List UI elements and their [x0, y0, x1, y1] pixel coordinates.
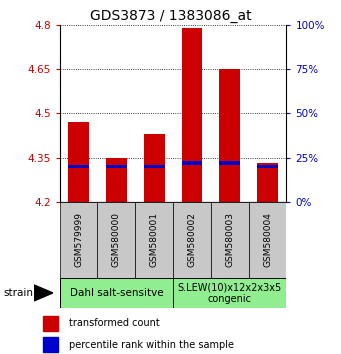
Text: S.LEW(10)x12x2x3x5
congenic: S.LEW(10)x12x2x3x5 congenic [178, 282, 282, 304]
Bar [211, 202, 249, 278]
Polygon shape [34, 285, 53, 301]
Bar [106, 158, 127, 202]
Text: transformed count: transformed count [69, 318, 160, 329]
Bar [43, 337, 58, 352]
Bar [257, 164, 278, 202]
Bar [249, 202, 286, 278]
Text: GSM580000: GSM580000 [112, 212, 121, 267]
Bar [144, 134, 165, 202]
Bar [181, 28, 202, 202]
Bar [106, 165, 127, 168]
Bar [219, 161, 240, 165]
Text: GSM580001: GSM580001 [150, 212, 159, 267]
Text: strain: strain [3, 288, 33, 298]
Text: GDS3873 / 1383086_at: GDS3873 / 1383086_at [90, 9, 251, 23]
Bar [135, 202, 173, 278]
Bar [219, 69, 240, 202]
Bar [181, 161, 202, 165]
Bar [257, 165, 278, 168]
Bar [173, 278, 286, 308]
Text: GSM580003: GSM580003 [225, 212, 234, 267]
Bar [60, 278, 173, 308]
Bar [68, 122, 89, 202]
Text: GSM580002: GSM580002 [188, 212, 196, 267]
Text: GSM580004: GSM580004 [263, 212, 272, 267]
Text: percentile rank within the sample: percentile rank within the sample [69, 339, 234, 350]
Bar [68, 165, 89, 168]
Text: Dahl salt-sensitve: Dahl salt-sensitve [70, 288, 163, 298]
Bar [144, 165, 165, 168]
Bar [98, 202, 135, 278]
Text: GSM579999: GSM579999 [74, 212, 83, 267]
Bar [173, 202, 211, 278]
Bar [60, 202, 98, 278]
Bar [43, 316, 58, 331]
